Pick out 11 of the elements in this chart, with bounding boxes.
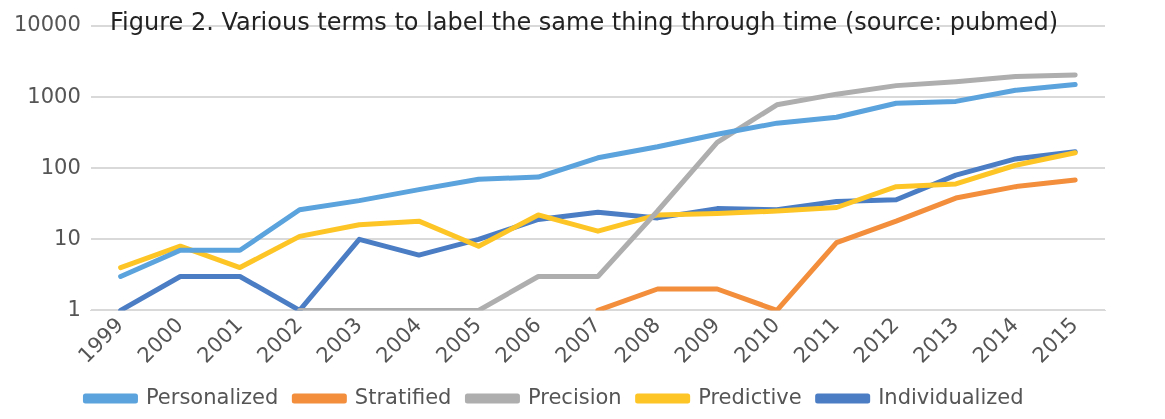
- legend-label: Individualized: [878, 384, 1024, 409]
- y-tick-label: 10: [54, 225, 81, 250]
- legend-label: Personalized: [145, 384, 279, 409]
- y-tick-label: 1000: [27, 83, 81, 108]
- legend-label: Stratified: [354, 384, 452, 409]
- y-tick-label: 1: [67, 296, 81, 321]
- legend-label: Precision: [527, 384, 622, 409]
- y-tick-label: 100: [40, 154, 81, 179]
- legend-label: Predictive: [698, 384, 802, 409]
- chart-title: Figure 2. Various terms to label the same thing through time (source: pubmed): [110, 8, 1059, 36]
- y-tick-label: 10000: [13, 12, 81, 37]
